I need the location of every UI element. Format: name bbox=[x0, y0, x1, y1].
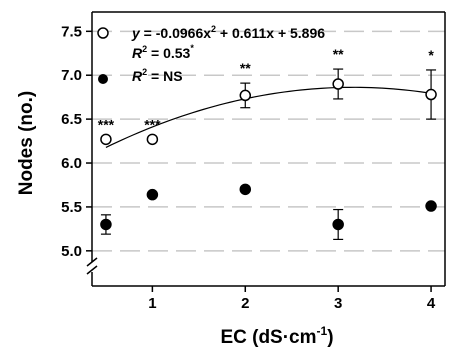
y-tick-label: 6.5 bbox=[61, 111, 82, 128]
legend: y = -0.0966x2 + 0.611x + 5.896 R2 = 0.53… bbox=[97, 24, 325, 84]
filled-point bbox=[146, 188, 159, 201]
significance-labels: *** ******* * bbox=[98, 46, 435, 132]
open-point bbox=[146, 133, 159, 146]
grid-lines bbox=[92, 30, 445, 252]
open-point bbox=[239, 89, 252, 102]
legend-filled-marker bbox=[98, 74, 108, 84]
axes bbox=[86, 11, 446, 292]
legend-r2-open: R2 = 0.53* bbox=[132, 43, 194, 61]
significance-label: * bbox=[428, 47, 434, 63]
quadratic-fit-line bbox=[105, 86, 432, 148]
fit-curve bbox=[105, 86, 432, 148]
filled-point bbox=[425, 200, 437, 212]
legend-equation: y = -0.0966x2 + 0.611x + 5.896 bbox=[131, 24, 325, 41]
y-tick-label: 6.0 bbox=[61, 155, 82, 172]
x-tick-label: 4 bbox=[427, 295, 436, 312]
significance-label: ** bbox=[240, 60, 251, 76]
axis-break-mark bbox=[86, 257, 98, 267]
open-point bbox=[332, 78, 344, 90]
y-tick-label: 7.0 bbox=[61, 67, 82, 84]
significance-label: ** bbox=[333, 46, 344, 62]
y-tick-label: 5.0 bbox=[61, 243, 82, 260]
legend-open-marker bbox=[97, 27, 109, 39]
open-point bbox=[425, 88, 437, 101]
y-tick-labels: 5.0 5.5 6.0 6.5 7.0 7.5 bbox=[61, 23, 82, 260]
open-point bbox=[100, 133, 112, 146]
data-points bbox=[100, 78, 437, 231]
filled-point bbox=[100, 218, 112, 231]
x-tick-labels: 1 2 3 4 bbox=[148, 295, 436, 312]
x-tick-label: 3 bbox=[334, 295, 342, 312]
y-tick-label: 5.5 bbox=[61, 199, 82, 216]
filled-point bbox=[239, 183, 252, 196]
x-axis-label: EC (dS·cm-1) bbox=[220, 324, 333, 348]
significance-label: *** bbox=[144, 116, 161, 132]
legend-r2-filled: R2 = NS bbox=[132, 67, 183, 84]
y-axis-label: Nodes (no.) bbox=[16, 91, 37, 196]
x-tick-label: 1 bbox=[148, 295, 156, 312]
x-tick-label: 2 bbox=[241, 295, 249, 312]
significance-label: *** bbox=[98, 116, 115, 132]
filled-point bbox=[332, 218, 344, 231]
axis-break-mark bbox=[86, 265, 98, 275]
y-tick-label: 7.5 bbox=[61, 23, 82, 40]
